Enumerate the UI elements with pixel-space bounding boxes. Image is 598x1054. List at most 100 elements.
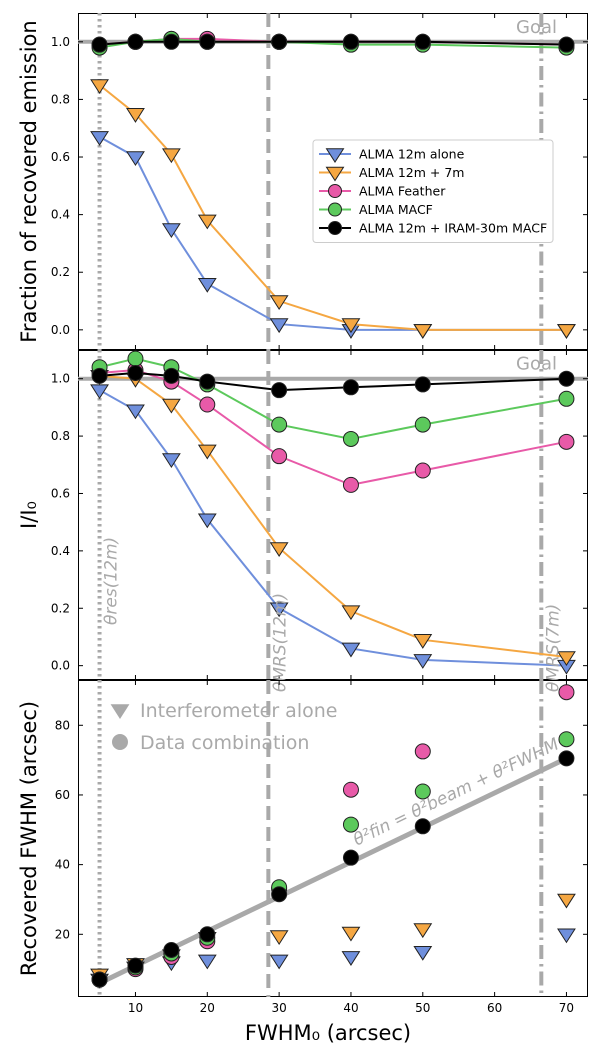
data-point-alma12: [413, 945, 433, 961]
x-tick-label: 50: [415, 1001, 430, 1015]
y-tick-label: 80: [55, 718, 70, 732]
x-tick-label: 30: [271, 1001, 286, 1015]
data-point-iram: [91, 36, 108, 53]
data-point-alma12_7: [341, 926, 361, 942]
y-tick-label: 0.0: [51, 323, 70, 337]
x-tick-label: 60: [487, 1001, 502, 1015]
data-point-macf: [414, 416, 431, 433]
data-point-feather: [414, 743, 431, 760]
panel-2: Goal 0.0 0.2 0.4 0.6 0.8 1.0 I/I₀ θres(12m) θMRS(…: [17, 350, 588, 692]
data-point-alma12: [90, 384, 109, 400]
legend-label: ALMA MACF: [359, 202, 433, 217]
data-point-alma12: [197, 954, 217, 970]
legend-marker-feather: [328, 184, 342, 198]
vline-label: θres(12m): [102, 537, 122, 625]
data-point-iram: [127, 364, 144, 381]
data-point-macf: [342, 816, 359, 833]
y-tick-label: 0.4: [51, 544, 70, 558]
data-point-iram: [163, 941, 180, 958]
data-point-feather: [558, 684, 575, 701]
data-point-iram: [558, 750, 575, 767]
series-line-alma12_7: [99, 374, 567, 659]
data-point-alma12: [341, 642, 361, 658]
marker-legend-label: Interferometer alone: [140, 700, 337, 722]
data-point-iram: [342, 33, 359, 50]
data-point-iram: [414, 376, 431, 393]
data-point-iram: [91, 367, 108, 384]
legend-label: ALMA Feather: [359, 184, 446, 199]
data-point-alma12: [126, 151, 145, 167]
x-tick-label: 10: [128, 1001, 143, 1015]
legend-marker-alma12_7: [325, 166, 345, 182]
data-point-alma12_7: [197, 444, 217, 460]
data-point-alma12_7: [269, 542, 289, 558]
goal-label: Goal: [516, 354, 557, 375]
legend: ALMA 12m alone ALMA 12m + 7m ALMA Feather A…: [312, 139, 554, 243]
data-point-alma12_7: [413, 923, 433, 939]
y-axis-label: Recovered FWHM (arcsec): [17, 701, 41, 976]
data-point-alma12_7: [413, 324, 433, 339]
marker-legend-icon: [112, 734, 128, 750]
data-point-feather: [558, 433, 575, 450]
data-point-alma12: [269, 954, 289, 970]
marker-legend-label: Data combination: [140, 732, 309, 754]
data-point-macf: [342, 430, 359, 447]
y-axis-label: I/I₀: [17, 501, 41, 529]
data-point-iram: [414, 33, 431, 50]
data-point-feather: [414, 462, 431, 479]
data-point-iram: [342, 379, 359, 396]
y-tick-label: 0.0: [51, 659, 70, 673]
y-tick-label: 1.0: [51, 35, 70, 49]
data-point-alma12: [197, 513, 217, 529]
data-point-iram: [91, 971, 108, 988]
legend-marker-alma12: [325, 148, 345, 164]
data-point-alma12_7: [341, 318, 361, 334]
y-tick-label: 0.4: [51, 208, 70, 222]
data-point-alma12_7: [557, 893, 576, 909]
data-point-iram: [342, 849, 359, 866]
vline-label: θMRS(12m): [270, 593, 290, 692]
data-point-alma12_7: [269, 930, 289, 946]
data-point-alma12: [269, 318, 289, 334]
legend-box: [312, 139, 554, 243]
data-point-feather: [199, 396, 216, 413]
y-tick-label: 20: [55, 927, 70, 941]
data-point-iram: [199, 373, 216, 390]
panel-3: 10 20 30 40 50 60 70 20 40 60 80 Recovered FWHM (ar…: [17, 680, 588, 1015]
data-point-alma12_7: [90, 79, 109, 95]
data-point-alma12_7: [161, 398, 181, 414]
y-tick-label: 0.6: [51, 150, 70, 164]
reference-line-label: θ²fin = θ²beam + θ²FWHM: [350, 734, 562, 850]
data-point-iram: [271, 33, 288, 50]
data-point-macf: [271, 416, 288, 433]
data-point-alma12: [90, 131, 109, 146]
data-point-alma12: [557, 928, 576, 944]
data-point-feather: [271, 448, 288, 465]
data-point-alma12_7: [197, 214, 217, 230]
y-tick-label: 40: [55, 858, 70, 872]
data-point-alma12_7: [341, 605, 361, 621]
data-point-macf: [558, 390, 575, 407]
data-point-iram: [271, 382, 288, 399]
legend-label: ALMA 12m + IRAM-30m MACF: [359, 221, 547, 236]
y-tick-label: 1.0: [51, 372, 70, 386]
y-tick-label: 60: [55, 788, 70, 802]
series-line-alma12: [99, 389, 567, 667]
y-tick-label: 0.6: [51, 486, 70, 500]
data-point-alma12: [341, 951, 361, 966]
series-line-alma12_7: [98, 84, 567, 331]
data-point-macf: [127, 350, 144, 367]
y-tick-label: 0.8: [51, 92, 70, 106]
data-point-iram: [163, 33, 180, 50]
data-point-alma12_7: [269, 295, 289, 311]
data-point-iram: [199, 926, 216, 943]
goal-label: Goal: [516, 17, 557, 38]
legend-label: ALMA 12m + 7m: [359, 165, 464, 180]
data-point-iram: [199, 33, 216, 50]
data-point-alma12_7: [557, 651, 576, 667]
y-tick-label: 0.2: [51, 265, 70, 279]
data-point-alma12: [413, 654, 433, 669]
data-point-alma12: [161, 223, 181, 239]
data-point-iram: [127, 957, 144, 974]
